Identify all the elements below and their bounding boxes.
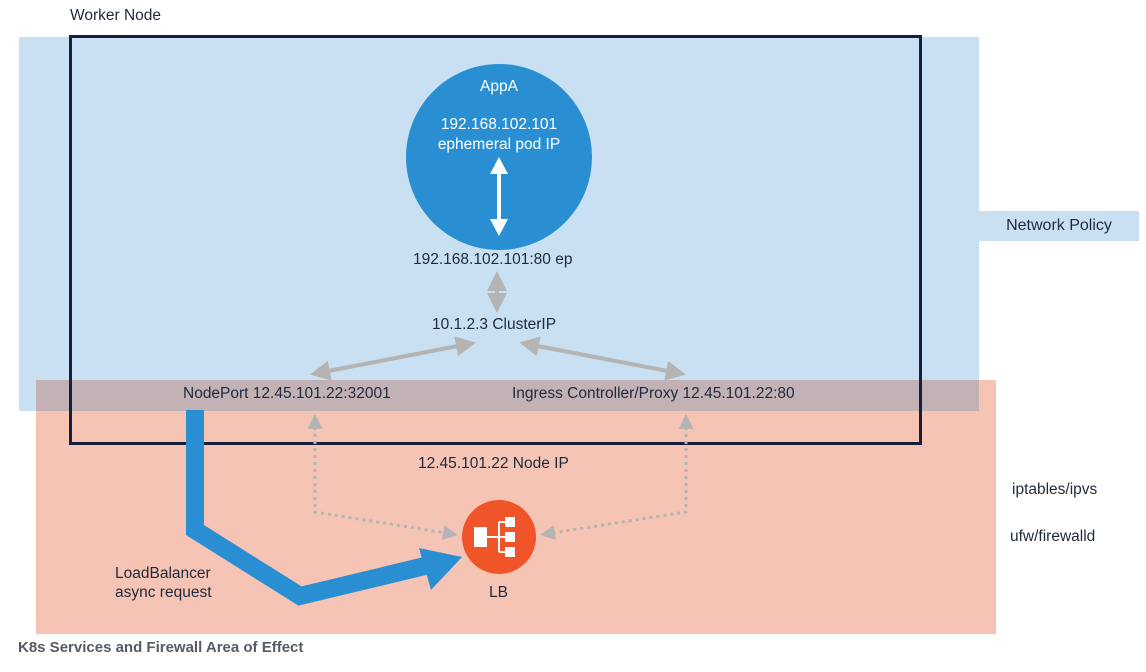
lb-request-line1: LoadBalancer [115, 565, 211, 582]
cluster-ingress-arrow [519, 336, 686, 381]
cluster-nodeport-arrow [310, 336, 476, 381]
pod-internal-arrow [490, 157, 508, 236]
ingress-lb-dotted [540, 414, 694, 541]
cluster-ip-label: 10.1.2.3 ClusterIP [432, 316, 557, 333]
pod-name: AppA [480, 78, 518, 95]
figure-caption: K8s Services and Firewall Area of Effect [18, 639, 304, 656]
load-balancer-icon [474, 517, 515, 557]
ingress-label: Ingress Controller/Proxy 12.45.101.22:80 [512, 385, 795, 402]
loadbalancer-async-arrow [186, 410, 462, 606]
endpoint-label: 192.168.102.101:80 ep [413, 251, 573, 268]
pod-ip-note: ephemeral pod IP [437, 136, 561, 153]
worker-node-box [69, 35, 922, 445]
ufw-label: ufw/firewalld [1010, 528, 1096, 545]
lb-label: LB [489, 584, 508, 601]
nodeport-label: NodePort 12.45.101.22:32001 [183, 385, 391, 402]
nodeport-lb-dotted [307, 414, 458, 540]
iptables-label: iptables/ipvs [1012, 481, 1098, 498]
worker-node-label: Worker Node [70, 7, 162, 24]
lb-request-line2: async request [115, 584, 212, 601]
pod-ip: 192.168.102.101 [440, 116, 558, 133]
network-policy-label: Network Policy [979, 211, 1139, 241]
overlap-area [36, 380, 979, 411]
